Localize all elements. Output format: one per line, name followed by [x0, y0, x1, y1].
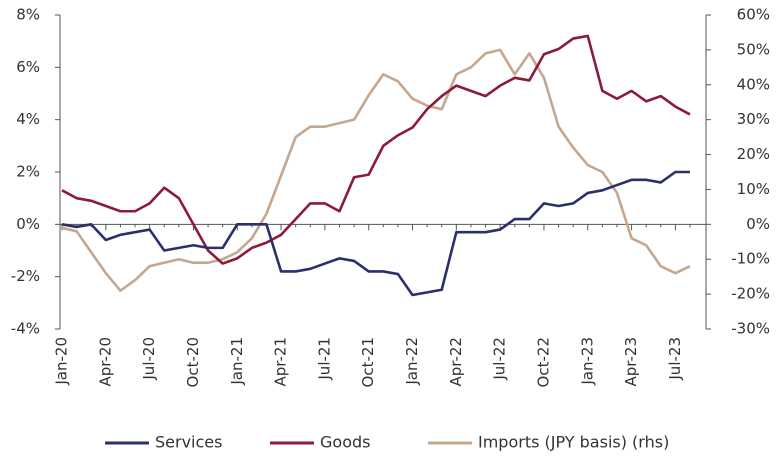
x-tick-label: Jul-21 [315, 337, 333, 381]
x-tick-label: Apr-23 [622, 337, 640, 387]
y-tick-label: 8% [16, 6, 40, 24]
y2-tick-label: 10% [737, 180, 770, 198]
legend-label: Imports (JPY basis) (rhs) [478, 433, 669, 452]
y2-tick-label: -30% [731, 320, 770, 338]
y2-tick-label: -20% [731, 285, 770, 303]
x-tick-label: Apr-22 [447, 337, 465, 387]
y2-tick-label: 40% [737, 75, 770, 93]
x-tick-label: Jan-20 [53, 337, 71, 386]
x-tick-label: Jan-22 [403, 337, 421, 386]
y2-tick-label: 0% [746, 215, 770, 233]
x-tick-label: Oct-20 [184, 337, 202, 387]
y-tick-label: 2% [16, 163, 40, 181]
y-tick-label: 0% [16, 215, 40, 233]
series-line [61, 48, 691, 292]
y-tick-label: -2% [11, 267, 40, 285]
y-tick-label: -4% [11, 320, 40, 338]
x-tick-label: Jul-23 [666, 337, 684, 381]
x-tick-label: Apr-20 [96, 337, 114, 387]
y-tick-label: 6% [16, 58, 40, 76]
x-tick-label: Jul-20 [140, 337, 158, 381]
x-tick-label: Jan-21 [228, 337, 246, 386]
x-tick-label: Apr-21 [272, 337, 290, 387]
x-tick-label: Jul-22 [491, 337, 509, 381]
y2-tick-label: 60% [737, 6, 770, 24]
y2-tick-label: -10% [731, 250, 770, 268]
series-line [61, 34, 691, 265]
y2-tick-label: 20% [737, 145, 770, 163]
y2-tick-label: 50% [737, 40, 770, 58]
y2-tick-label: 30% [737, 110, 770, 128]
x-tick-label: Oct-21 [359, 337, 377, 387]
series-line [61, 170, 690, 297]
legend-label: Services [155, 433, 222, 452]
x-tick-label: Oct-22 [534, 337, 552, 387]
x-tick-label: Jan-23 [578, 337, 596, 386]
legend-label: Goods [320, 433, 370, 452]
y-tick-label: 4% [16, 110, 40, 128]
